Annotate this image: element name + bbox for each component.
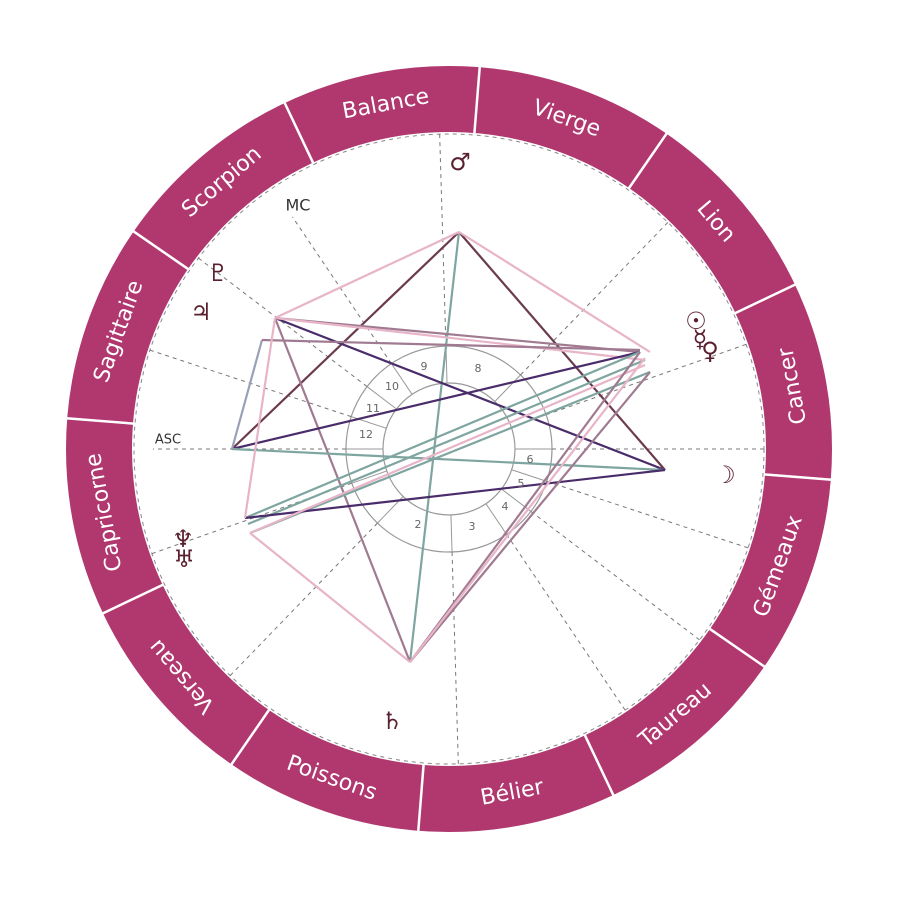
sign-divider <box>627 132 669 190</box>
house-cusp <box>198 257 368 387</box>
house-number: 9 <box>421 360 428 373</box>
aspect-line <box>273 317 412 663</box>
house-divider <box>501 488 532 512</box>
planet-glyph: ☉ <box>685 307 707 335</box>
aspect-line <box>243 317 277 519</box>
house-number: 3 <box>469 520 476 533</box>
sign-divider <box>473 66 482 135</box>
sign-divider <box>132 229 190 271</box>
sign-divider <box>733 283 797 315</box>
house-cusp <box>451 551 459 764</box>
house-number: 11 <box>366 402 380 415</box>
planet-glyph: ♂ <box>449 148 471 176</box>
planet-glyph: ☽ <box>714 461 736 489</box>
aspect-line <box>231 447 666 472</box>
aspect-line <box>274 316 666 472</box>
house-number: 2 <box>415 518 422 531</box>
aspect-line <box>249 370 651 535</box>
house-cusp <box>229 522 378 676</box>
house-cusp <box>545 343 747 416</box>
aspect-line <box>274 316 646 362</box>
sign-divider <box>416 763 425 832</box>
house-number: 12 <box>359 428 373 441</box>
aspect-line <box>249 363 646 535</box>
house-cusp <box>530 511 700 641</box>
aspect-line <box>274 231 460 319</box>
aspect-lines <box>230 231 666 663</box>
house-number: 5 <box>518 477 525 490</box>
planet-glyph: ♃ <box>190 298 212 326</box>
aspect-line <box>230 339 264 450</box>
house-divider <box>351 470 387 484</box>
house-divider <box>494 374 521 402</box>
sign-dividers <box>66 66 832 832</box>
house-cusp <box>506 534 626 711</box>
house-number: 6 <box>527 453 534 466</box>
planet-glyph: ♅ <box>173 545 195 573</box>
planet-glyph: ♄ <box>381 707 403 735</box>
house-divider <box>366 386 397 410</box>
asc-label: ASC <box>155 433 181 448</box>
planet-glyph: ♇ <box>207 259 229 287</box>
house-number: 10 <box>385 380 399 393</box>
planet-glyph: ☿ <box>693 325 708 353</box>
house-divider <box>390 363 413 395</box>
sign-divider <box>66 416 135 425</box>
aspect-line <box>244 468 666 520</box>
house-cusp <box>546 480 749 549</box>
sign-divider <box>708 627 766 669</box>
sign-divider <box>283 101 315 165</box>
aspect-line <box>261 338 641 352</box>
zodiac-ring <box>66 66 832 832</box>
planet-glyph: ♆ <box>172 525 194 553</box>
house-cusp <box>520 222 669 376</box>
house-number: 4 <box>502 500 509 513</box>
aspect-line <box>458 231 651 353</box>
aspect-line <box>409 371 651 663</box>
sign-divider <box>583 733 615 797</box>
sign-divider <box>763 473 832 482</box>
house-divider <box>450 514 453 552</box>
aspect-line <box>231 350 641 451</box>
house-divider <box>485 503 508 535</box>
aspect-line <box>249 532 411 663</box>
house-cusp <box>292 216 392 364</box>
aspect-line <box>244 350 641 520</box>
aspect-line <box>274 316 641 354</box>
house-number: 8 <box>475 362 482 375</box>
aspect-line <box>247 358 646 526</box>
aspect-line <box>231 231 460 450</box>
house-divider <box>511 469 547 482</box>
mc-label: MC <box>286 196 311 215</box>
planet-glyph: ♀ <box>701 337 719 365</box>
aspect-line <box>409 351 641 663</box>
sign-divider <box>101 583 165 615</box>
sign-divider <box>229 708 271 766</box>
aspect-line <box>409 357 646 663</box>
